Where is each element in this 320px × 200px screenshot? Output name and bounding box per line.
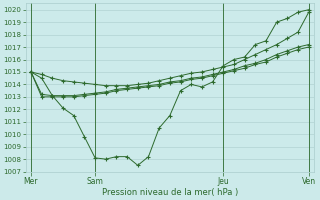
X-axis label: Pression niveau de la mer( hPa ): Pression niveau de la mer( hPa ) [102,188,238,197]
